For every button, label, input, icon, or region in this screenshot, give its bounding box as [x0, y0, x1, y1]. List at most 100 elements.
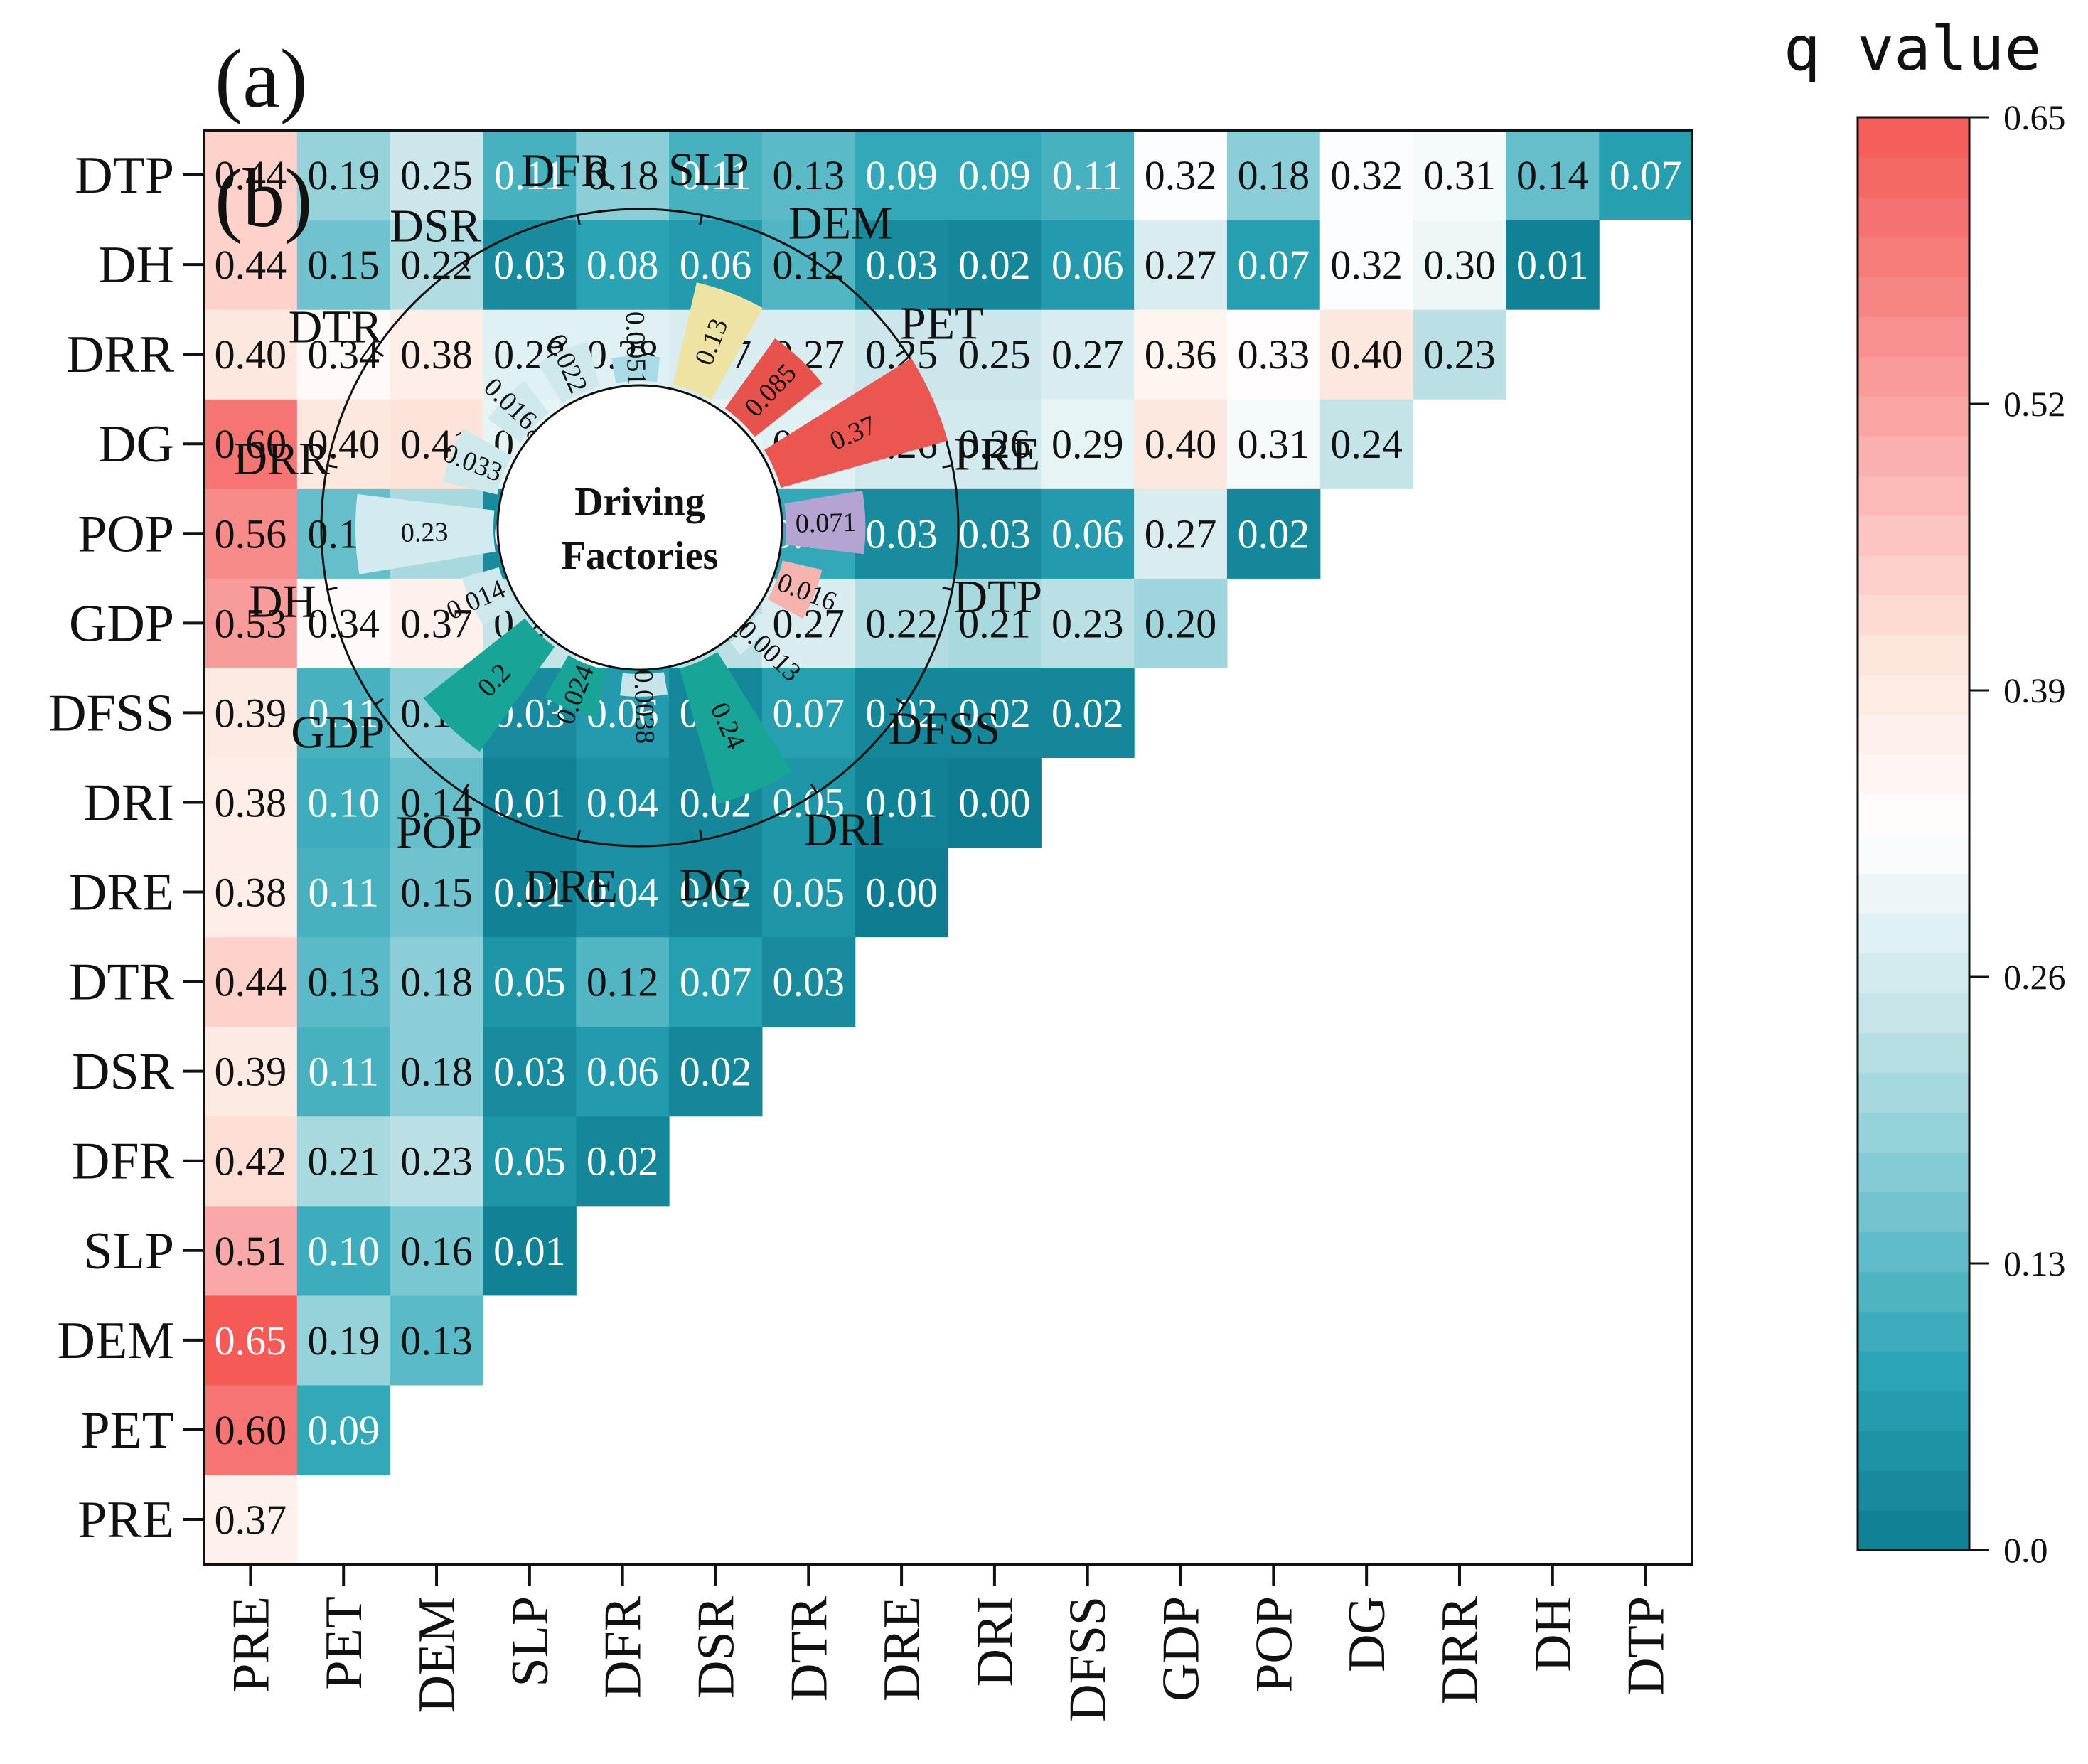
y-tick-label: GDP [69, 594, 174, 653]
cell-value: 0.27 [1145, 511, 1217, 557]
cell-value: 0.02 [958, 690, 1031, 736]
polar-bar-value: 0.071 [795, 508, 857, 539]
heatmap-cell [948, 399, 1042, 489]
y-tick-label: DTP [75, 146, 174, 205]
cell-value: 0.07 [773, 690, 845, 736]
heatmap-cell [1041, 220, 1135, 310]
heatmap-cell [204, 488, 298, 579]
colorbar-tick-label: 0.39 [2003, 670, 2066, 710]
colorbar-segment [1858, 156, 1969, 198]
center-label-line1: Driving [574, 480, 705, 524]
polar-category-label: SLP [668, 144, 749, 196]
heatmap-cell [1134, 488, 1228, 579]
polar-bar [487, 380, 550, 443]
cell-value: 0.03 [865, 511, 938, 557]
heatmap-cell [204, 936, 298, 1027]
cell-value: 0.01 [493, 870, 566, 916]
cell-value: 0.08 [587, 242, 659, 288]
heatmap-cell [483, 220, 577, 310]
heatmap-cell [576, 1026, 670, 1117]
y-tick-label: DEM [58, 1312, 174, 1370]
heatmap-cell [1226, 309, 1321, 400]
cell-value: 0.38 [215, 779, 287, 825]
cell-value: 0.39 [215, 690, 287, 736]
y-axis: PRE PET DEM SLP DFR DSR DTR DRE DRI DFSS GDP POP DG D… [48, 146, 204, 1549]
heatmap-cell [669, 130, 763, 220]
cell-value: 0.65 [215, 1317, 287, 1364]
cell-value: 0.27 [1145, 242, 1217, 288]
cell-value: 0.04 [587, 870, 659, 916]
colorbar-segment [1858, 196, 1969, 237]
heatmap-cell [483, 757, 577, 848]
polar-bar-value: 0.0051 [620, 311, 652, 385]
heatmap-cell [948, 309, 1042, 400]
cell-value: 0.02 [865, 690, 938, 736]
heatmap-cell [390, 1205, 484, 1296]
heatmap-cell [1134, 578, 1228, 668]
cell-value: 0.25 [958, 331, 1031, 378]
ring-tick [327, 464, 338, 469]
polar-category-label: DRI [804, 804, 885, 856]
polar-bar [537, 341, 601, 404]
heatmap-cell [761, 130, 856, 220]
colorbar-segment [1858, 395, 1969, 437]
colorbar-segment [1858, 833, 1969, 875]
x-tick-label: DFR [594, 1595, 653, 1699]
heatmap-cell [390, 220, 484, 310]
heatmap-cell [576, 936, 670, 1027]
cell-value: 0.22 [865, 600, 938, 646]
y-tick-label: DFR [72, 1133, 175, 1191]
x-tick-label: SLP [501, 1596, 560, 1687]
heatmap-cell [1041, 668, 1135, 759]
polar-category-label: DG [680, 859, 747, 911]
cell-value: 0.53 [215, 600, 287, 646]
polar-category-label: DFSS [888, 702, 1000, 754]
cell-value: 0.01 [1516, 242, 1589, 288]
heatmap-cell [204, 309, 298, 400]
polar-bar [545, 655, 607, 718]
heatmap-cell [855, 847, 949, 938]
cell-value: 0.31 [1423, 152, 1496, 198]
cell-value: 0.05 [773, 870, 845, 916]
heatmap-cell [390, 1295, 484, 1386]
colorbar-segment [1858, 634, 1969, 675]
colorbar-tick-label: 0.52 [2003, 384, 2066, 424]
heatmap-cell [1041, 578, 1135, 668]
cell-value: 0.01 [493, 779, 566, 825]
colorbar-segment [1858, 913, 1969, 954]
heatmap-cell [296, 1116, 391, 1207]
heatmap-cell [1413, 309, 1506, 400]
heatmap-cell [296, 1384, 391, 1475]
cell-value: 0.05 [493, 1138, 566, 1185]
cell-value: 0.11 [309, 870, 379, 916]
cell-value: 0.09 [958, 152, 1031, 198]
polar-bar [724, 338, 823, 437]
ring-tick [461, 784, 470, 793]
colorbar-segment [1858, 236, 1969, 277]
heatmap-cell [1041, 399, 1135, 489]
cell-value: 0.37 [400, 600, 473, 646]
ring-tick [810, 784, 818, 793]
heatmap-cell [296, 578, 391, 668]
heatmap-cell [1319, 309, 1414, 400]
colorbar-segment [1858, 714, 1969, 755]
cell-value: 0.51 [215, 1228, 287, 1274]
polar-bar [784, 490, 866, 555]
cell-value: 0.32 [1330, 152, 1403, 198]
polar-bar [461, 567, 516, 626]
cell-value: 0.11 [309, 690, 379, 736]
ring-tick [327, 587, 338, 591]
ring-tick [896, 697, 906, 706]
ring-tick [374, 349, 384, 358]
colorbar-segment [1858, 1311, 1969, 1352]
colorbar-segment [1858, 1391, 1969, 1431]
heatmap-cell [669, 1026, 763, 1117]
polar-bar [355, 494, 496, 574]
cell-value: 0.03 [773, 959, 845, 1005]
heatmap-cell [1319, 130, 1414, 220]
cell-value: 0.44 [215, 242, 287, 288]
heatmap-cell [855, 668, 949, 759]
cell-value: 0.60 [215, 1407, 287, 1453]
cell-value: 0.11 [680, 152, 751, 198]
x-tick-label: PET [315, 1596, 373, 1690]
